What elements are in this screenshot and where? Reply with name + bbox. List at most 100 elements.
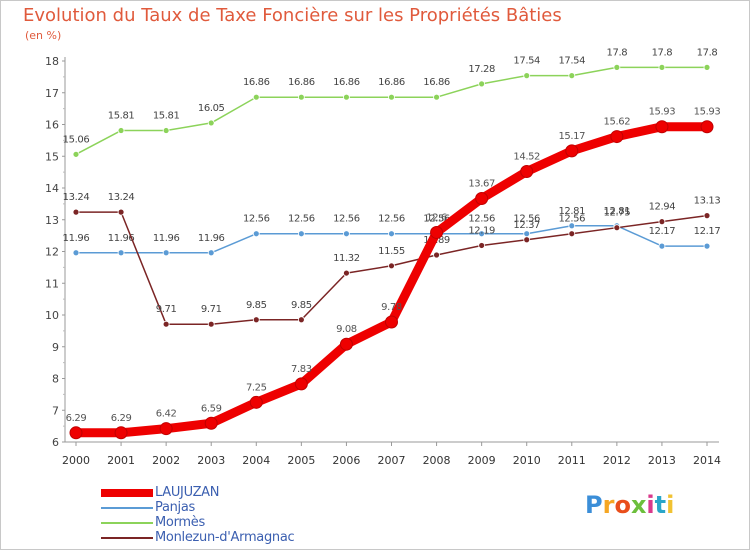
data-label: 9.85 bbox=[291, 300, 312, 311]
data-point bbox=[204, 416, 218, 430]
data-point bbox=[658, 218, 666, 226]
data-label: 15.62 bbox=[604, 117, 631, 128]
data-point bbox=[658, 242, 666, 250]
y-tick-label: 13 bbox=[45, 214, 59, 227]
data-point bbox=[523, 72, 531, 80]
data-point bbox=[249, 395, 263, 409]
data-point bbox=[162, 320, 170, 328]
logo-letter: r bbox=[602, 491, 615, 519]
data-point bbox=[339, 337, 353, 351]
data-point bbox=[117, 208, 125, 216]
y-tick-label: 18 bbox=[45, 55, 59, 68]
x-tick-label: 2010 bbox=[513, 454, 541, 467]
data-point bbox=[568, 230, 576, 238]
data-label: 6.42 bbox=[156, 409, 177, 420]
data-point bbox=[343, 230, 350, 238]
data-label: 12.94 bbox=[649, 202, 676, 213]
data-point bbox=[658, 63, 666, 71]
data-label: 12.56 bbox=[288, 214, 315, 225]
data-point bbox=[207, 320, 215, 328]
legend-label: Monlezun-d'Armagnac bbox=[155, 530, 295, 545]
data-point bbox=[700, 120, 714, 134]
logo-letter: x bbox=[630, 491, 647, 519]
data-label: 13.24 bbox=[63, 192, 90, 203]
data-label: 12.17 bbox=[694, 226, 721, 237]
data-point bbox=[117, 249, 125, 257]
data-point bbox=[252, 316, 260, 324]
data-label: 6.29 bbox=[66, 413, 87, 424]
x-tick-label: 2014 bbox=[693, 454, 721, 467]
data-label: 6.29 bbox=[111, 413, 132, 424]
data-label: 12.37 bbox=[513, 220, 540, 231]
data-point bbox=[478, 80, 486, 88]
logo-letter: i bbox=[666, 491, 675, 519]
data-label: 12.56 bbox=[468, 214, 495, 225]
data-label: 12.56 bbox=[558, 214, 585, 225]
data-point bbox=[520, 164, 534, 178]
y-tick-label: 7 bbox=[52, 404, 59, 417]
data-point bbox=[430, 225, 444, 239]
proxiti-logo: Proxiti bbox=[585, 491, 674, 519]
data-label: 17.54 bbox=[513, 56, 540, 67]
data-label: 13.24 bbox=[108, 192, 135, 203]
x-tick-label: 2011 bbox=[558, 454, 586, 467]
data-point bbox=[252, 93, 260, 101]
data-label: 12.56 bbox=[378, 214, 405, 225]
x-tick-label: 2008 bbox=[423, 454, 451, 467]
data-point bbox=[207, 249, 215, 257]
data-label: 16.86 bbox=[288, 77, 315, 88]
data-label: 13.67 bbox=[468, 178, 495, 189]
data-point bbox=[478, 242, 486, 249]
data-point bbox=[117, 127, 125, 134]
data-point bbox=[523, 236, 531, 244]
logo-letter: t bbox=[654, 491, 667, 519]
y-tick-label: 6 bbox=[52, 436, 59, 449]
x-tick-label: 2013 bbox=[648, 454, 676, 467]
data-point bbox=[613, 224, 621, 232]
data-point bbox=[523, 230, 531, 238]
y-tick-label: 17 bbox=[45, 87, 59, 100]
y-tick-label: 16 bbox=[45, 119, 59, 132]
y-tick-label: 8 bbox=[52, 373, 59, 386]
x-tick-label: 2005 bbox=[287, 454, 315, 467]
x-tick-label: 2004 bbox=[242, 454, 270, 467]
data-point bbox=[568, 72, 576, 80]
data-point bbox=[297, 230, 305, 238]
data-label: 15.81 bbox=[108, 111, 135, 122]
data-point bbox=[207, 119, 215, 127]
x-tick-label: 2002 bbox=[152, 454, 180, 467]
data-label: 7.25 bbox=[246, 382, 267, 393]
data-point bbox=[343, 269, 350, 277]
data-point bbox=[703, 242, 711, 250]
data-label: 7.83 bbox=[291, 364, 312, 375]
data-point bbox=[478, 230, 486, 238]
data-label: 9.85 bbox=[246, 300, 267, 311]
data-label: 16.86 bbox=[243, 77, 270, 88]
data-label: 11.32 bbox=[333, 253, 360, 264]
data-point bbox=[388, 93, 395, 101]
data-point bbox=[162, 127, 170, 134]
data-label: 17.28 bbox=[468, 64, 495, 75]
data-label: 17.8 bbox=[697, 47, 718, 58]
data-point bbox=[703, 212, 711, 220]
data-point bbox=[252, 230, 260, 238]
x-tick-label: 2007 bbox=[378, 454, 406, 467]
x-tick-label: 2006 bbox=[332, 454, 360, 467]
y-tick-label: 10 bbox=[45, 309, 59, 322]
x-tick-label: 2012 bbox=[603, 454, 631, 467]
data-label: 11.96 bbox=[63, 233, 90, 244]
data-point bbox=[433, 251, 440, 259]
data-point bbox=[297, 93, 305, 101]
data-point bbox=[297, 316, 305, 324]
data-point bbox=[475, 191, 489, 205]
data-label: 14.52 bbox=[513, 151, 540, 162]
data-label: 12.81 bbox=[558, 206, 585, 217]
data-point bbox=[294, 377, 308, 391]
data-label: 15.93 bbox=[694, 107, 721, 118]
data-point bbox=[72, 249, 80, 257]
data-label: 16.05 bbox=[198, 103, 225, 114]
data-point bbox=[565, 144, 579, 158]
data-point bbox=[114, 426, 128, 440]
x-tick-label: 2001 bbox=[107, 454, 135, 467]
